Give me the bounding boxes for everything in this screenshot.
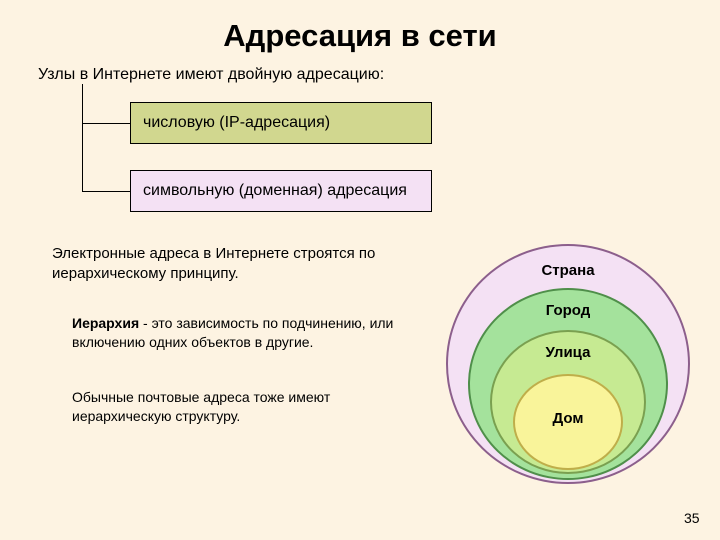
ellipse-label-city: Город xyxy=(446,302,690,319)
page-number: 35 xyxy=(684,510,700,526)
ellipse-label-house: Дом xyxy=(446,410,690,427)
box-label: символьную (доменная) адресация xyxy=(143,182,407,200)
box-symbolic-addressing: символьную (доменная) адресация xyxy=(130,170,432,212)
slide-title: Адресация в сети xyxy=(0,18,720,54)
connector-line-2 xyxy=(82,84,130,192)
hierarchy-ellipses: Страна Город Улица Дом xyxy=(446,244,690,484)
slide: Адресация в сети Узлы в Интернете имеют … xyxy=(0,0,720,540)
ellipse-label-street: Улица xyxy=(446,344,690,361)
box-label: числовую (IP-адресация) xyxy=(143,114,330,132)
body-text-3: Обычные почтовые адреса тоже имеют иерар… xyxy=(72,388,392,426)
slide-subtitle: Узлы в Интернете имеют двойную адресацию… xyxy=(38,66,384,84)
box-numeric-addressing: числовую (IP-адресация) xyxy=(130,102,432,144)
ellipse-label-country: Страна xyxy=(446,262,690,279)
body-text-1: Электронные адреса в Интернете строятся … xyxy=(52,244,397,285)
body-text-2: Иерархия - это зависимость по подчинению… xyxy=(72,314,417,352)
